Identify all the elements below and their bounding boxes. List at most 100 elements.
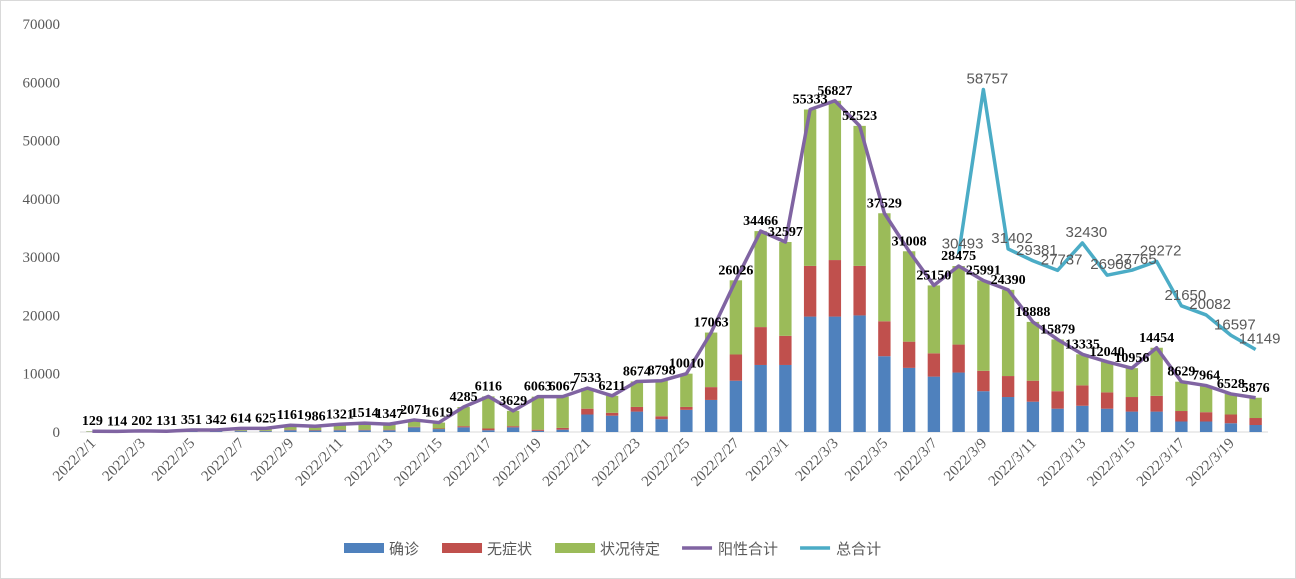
bar-segment — [358, 430, 371, 432]
bar-segment — [680, 373, 693, 407]
data-label: 16597 — [1214, 316, 1256, 333]
bar-segment — [754, 231, 767, 328]
data-label: 6528 — [1217, 377, 1245, 392]
bar-segment — [506, 427, 520, 432]
bar-segment — [952, 372, 965, 432]
bar-segment — [952, 344, 965, 373]
bar-segment — [581, 414, 594, 432]
data-label: 27765 — [1115, 251, 1157, 268]
bar-segment — [1051, 391, 1064, 409]
bar-segment — [531, 429, 545, 431]
bar-segment — [1125, 411, 1139, 432]
bar-segment — [902, 251, 916, 342]
data-label: 25150 — [916, 268, 951, 283]
bar-segment — [407, 419, 421, 427]
bar-segment — [853, 125, 866, 266]
bar-segment — [902, 367, 916, 432]
data-label: 1347 — [375, 407, 403, 422]
data-label: 7533 — [573, 371, 601, 386]
data-label: 131 — [156, 414, 177, 429]
bar-segment — [630, 411, 644, 432]
bar-segment — [828, 100, 842, 261]
y-tick-label: 20000 — [23, 308, 61, 324]
data-label: 7964 — [1192, 369, 1220, 384]
bar-segment — [1100, 392, 1114, 409]
bar-segment — [952, 266, 965, 345]
data-label: 6211 — [599, 379, 626, 394]
bar-segment — [383, 424, 396, 430]
bar-segment — [581, 388, 594, 409]
bar-segment — [927, 285, 941, 354]
bar-segment — [284, 429, 297, 431]
data-label: 13335 — [1065, 337, 1100, 352]
bar-segment — [1100, 408, 1114, 432]
data-label: 20082 — [1189, 296, 1231, 313]
data-label: 24390 — [991, 273, 1026, 288]
data-label: 29381 — [1016, 242, 1058, 259]
data-label: 5876 — [1242, 381, 1270, 396]
data-label: 14149 — [1239, 331, 1281, 348]
bar-segment — [358, 429, 371, 431]
bar-segment — [878, 213, 891, 322]
bar-segment — [803, 316, 817, 432]
bar-segment — [333, 424, 347, 430]
data-label: 3629 — [499, 394, 527, 409]
bar-segment — [779, 242, 792, 336]
legend-swatch — [344, 543, 384, 553]
bar-segment — [680, 409, 693, 432]
line-series — [92, 99, 1256, 434]
bar-segment — [407, 427, 421, 432]
legend-label: 状况待定 — [600, 540, 660, 558]
data-label: 6116 — [475, 379, 502, 394]
data-label: 351 — [181, 413, 202, 428]
bar-segment — [482, 430, 495, 432]
bar-segment — [779, 364, 792, 432]
bar-segment — [1001, 397, 1015, 432]
y-tick-label: 30000 — [23, 250, 61, 266]
data-label: 4285 — [450, 390, 478, 405]
bar-segment — [977, 280, 990, 371]
legend-swatch — [442, 543, 483, 553]
data-label: 2071 — [400, 403, 428, 418]
bar-segment — [457, 407, 470, 427]
y-tick-label: 40000 — [23, 192, 61, 208]
bar-segment — [1125, 368, 1139, 398]
data-label: 14454 — [1139, 331, 1174, 346]
bar-segment — [605, 415, 619, 432]
data-label: 25991 — [966, 264, 1001, 279]
bar-segment — [853, 265, 866, 316]
bar-segment — [1051, 339, 1064, 392]
bar-segment — [333, 429, 347, 431]
bar-segment — [407, 426, 421, 428]
data-label: 28475 — [941, 249, 976, 264]
bar-segment — [630, 381, 644, 407]
y-tick-label: 10000 — [23, 367, 61, 383]
bar-segment — [927, 376, 941, 432]
data-label: 6063 — [524, 380, 552, 395]
bar-segment — [927, 353, 941, 377]
bar-segment — [185, 431, 198, 432]
bar-segment — [1150, 395, 1163, 412]
data-label: 30493 — [942, 235, 984, 252]
bar-segment — [432, 422, 446, 429]
bar-segment — [902, 341, 916, 368]
data-label: 31402 — [991, 230, 1033, 247]
bar-segment — [779, 335, 792, 365]
bar-segment — [457, 426, 470, 428]
bar-segment — [704, 332, 718, 388]
bar-segment — [432, 429, 446, 432]
bar-segment — [1076, 354, 1089, 386]
line-series — [956, 87, 1257, 352]
bar-segment — [878, 356, 891, 432]
bar-segment — [605, 395, 619, 413]
bar-segment — [308, 426, 322, 431]
bar-segment — [234, 431, 248, 432]
data-label: 6067 — [549, 380, 577, 395]
bar-segment — [803, 265, 817, 317]
bar-segment — [754, 327, 767, 365]
data-label: 26908 — [1090, 256, 1132, 273]
bar-segment — [1224, 393, 1238, 415]
data-label: 202 — [131, 414, 152, 429]
